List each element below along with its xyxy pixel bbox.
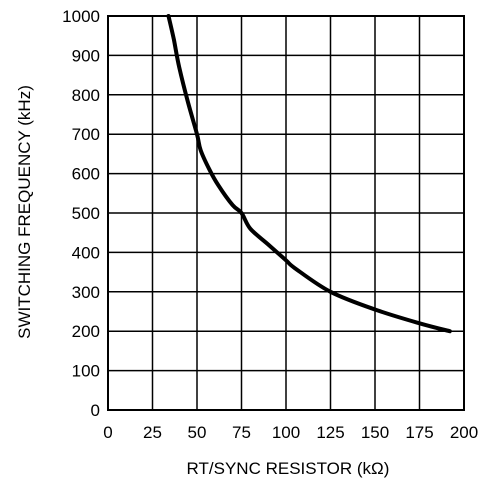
x-tick-label: 125 (316, 423, 344, 442)
x-tick-label: 100 (272, 423, 300, 442)
x-tick-label: 25 (143, 423, 162, 442)
y-tick-label: 700 (72, 125, 100, 144)
x-tick-label: 200 (450, 423, 478, 442)
y-tick-label: 800 (72, 86, 100, 105)
y-tick-label: 1000 (62, 7, 100, 26)
y-tick-label: 400 (72, 243, 100, 262)
y-tick-label: 0 (91, 401, 100, 420)
x-tick-label: 0 (103, 423, 112, 442)
x-tick-label: 175 (405, 423, 433, 442)
grid (107, 15, 465, 411)
y-tick-label: 200 (72, 322, 100, 341)
y-axis-label: SWITCHING FREQUENCY (kHz) (15, 85, 34, 339)
x-tick-label: 75 (232, 423, 251, 442)
series-line (166, 14, 452, 334)
y-tick-label: 600 (72, 165, 100, 184)
x-tick-label: 150 (361, 423, 389, 442)
y-tick-label: 300 (72, 283, 100, 302)
tick-labels: 0 25 50 75 100 125 150 175 200 0 100 200 300 400 500 60… (62, 7, 478, 442)
plot-frame (107, 15, 465, 411)
y-tick-label: 500 (72, 204, 100, 223)
y-tick-label: 900 (72, 46, 100, 65)
y-tick-label: 100 (72, 362, 100, 381)
x-axis-label: RT/SYNC RESISTOR (kΩ) (187, 459, 390, 478)
x-tick-label: 50 (188, 423, 207, 442)
